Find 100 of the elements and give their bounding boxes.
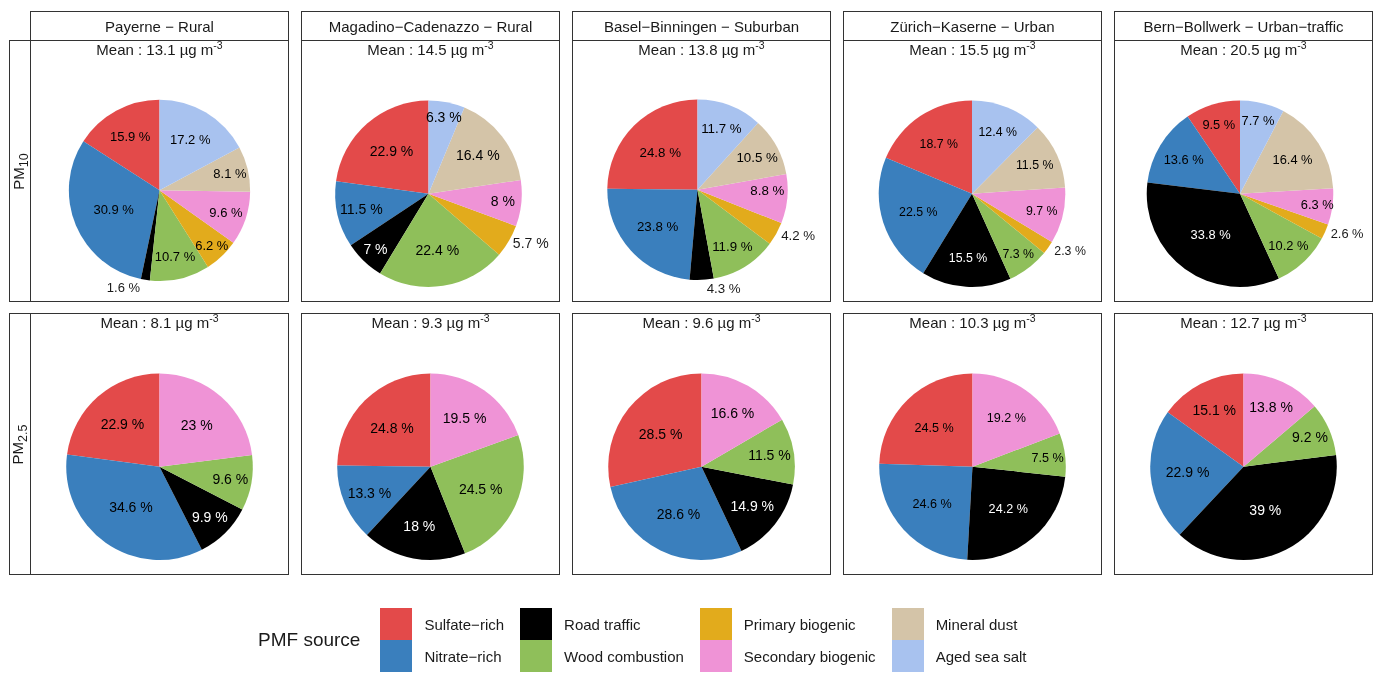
data-label: 13.8 % xyxy=(1249,399,1293,416)
pie-slice xyxy=(967,466,1066,560)
data-label: 11.5 % xyxy=(1015,158,1054,173)
chart-title: Basel−Binningen − Suburban xyxy=(572,11,831,41)
chart-title: Payerne − Rural xyxy=(30,11,289,41)
pie-slice xyxy=(878,157,972,274)
data-label: 30.9 % xyxy=(93,202,135,218)
pie-slice xyxy=(1240,111,1334,194)
pie-slice xyxy=(67,373,160,467)
chart-title: Zürich−Kaserne − Urban xyxy=(843,11,1102,41)
data-label: 2.6 % xyxy=(1330,225,1364,241)
chart-subtitle: Mean : 12.7 µg m$^{-3}$ xyxy=(1180,312,1307,332)
legend-label: Sulfate−rich xyxy=(424,615,505,633)
data-label: 24.8 % xyxy=(639,144,682,160)
data-label: 15.9 % xyxy=(109,129,151,145)
data-label: 16.6 % xyxy=(710,404,755,421)
data-label: 8.8 % xyxy=(750,182,785,198)
data-label: 10.2 % xyxy=(1268,238,1309,254)
pie-slice xyxy=(430,373,519,467)
data-label: 24.6 % xyxy=(912,497,952,512)
data-label: 22.9 % xyxy=(100,416,145,433)
data-label: 19.2 % xyxy=(986,411,1026,426)
legend-label: Road traffic xyxy=(564,615,641,633)
pie-slice xyxy=(1240,193,1322,279)
data-label: 24.2 % xyxy=(988,502,1028,517)
pie-slice xyxy=(159,147,251,192)
data-label: 9.9 % xyxy=(191,509,228,526)
data-label: 7 % xyxy=(363,240,388,257)
pie-slice xyxy=(972,127,1066,194)
data-label: 4.3 % xyxy=(706,280,741,296)
pie-slice xyxy=(607,188,698,280)
legend-label: Nitrate−rich xyxy=(424,647,502,665)
chart-subtitle: Mean : 13.1 µg m$^{-3}$ xyxy=(96,39,223,59)
data-label: 28.5 % xyxy=(638,425,683,442)
data-label: 11.5 % xyxy=(748,447,791,464)
data-label: 9.5 % xyxy=(1202,117,1236,133)
data-label: 7.3 % xyxy=(1002,247,1035,262)
data-label: 24.5 % xyxy=(458,481,503,498)
data-label: 9.6 % xyxy=(212,471,249,488)
pie-slice xyxy=(701,466,794,552)
pie-slice xyxy=(972,193,1045,279)
pie-slice xyxy=(885,100,972,194)
data-label: 23.8 % xyxy=(636,218,679,234)
data-label: 8 % xyxy=(490,193,515,210)
data-label: 14.9 % xyxy=(730,498,775,515)
data-label: 13.3 % xyxy=(347,484,392,501)
pie-slice xyxy=(1243,373,1315,467)
pie-slice xyxy=(1167,373,1244,467)
data-label: 28.6 % xyxy=(656,505,701,522)
chart-subtitle: Mean : 10.3 µg m$^{-3}$ xyxy=(909,312,1036,332)
data-label: 15.1 % xyxy=(1192,401,1237,418)
data-label: 39 % xyxy=(1249,501,1282,518)
data-label: 16.4 % xyxy=(1272,152,1313,168)
pie-slice xyxy=(159,455,253,510)
data-label: 34.6 % xyxy=(109,499,153,516)
data-label: 17.2 % xyxy=(170,131,211,147)
legend-label: Primary biogenic xyxy=(743,615,856,633)
chart-subtitle: Mean : 20.5 µg m$^{-3}$ xyxy=(1180,39,1307,59)
data-label: 6.2 % xyxy=(195,238,229,254)
chart-title: Bern−Bollwerk − Urban−traffic xyxy=(1114,11,1373,41)
pie-slice xyxy=(428,107,521,194)
chart-subtitle: Mean : 9.3 µg m$^{-3}$ xyxy=(371,312,490,332)
data-label: 4.2 % xyxy=(781,228,816,244)
pie-slice xyxy=(972,433,1066,477)
pie-slice xyxy=(879,463,973,560)
pie-slice xyxy=(428,180,522,227)
legend-title: PMF source xyxy=(258,629,361,651)
pie-slice xyxy=(1147,116,1240,194)
pie-slice xyxy=(83,99,160,191)
data-label: 11.7 % xyxy=(701,120,742,136)
data-label: 22.5 % xyxy=(899,204,938,219)
chart-subtitle: Mean : 8.1 µg m$^{-3}$ xyxy=(100,312,219,332)
pie-slice xyxy=(1240,188,1334,225)
pie-slice xyxy=(337,373,431,467)
legend-label: Secondary biogenic xyxy=(743,647,876,665)
legend-label: Wood combustion xyxy=(564,647,684,665)
pie-slice xyxy=(159,190,251,243)
pie-slice xyxy=(972,100,1038,194)
data-label: 9.6 % xyxy=(209,204,243,220)
legend-label: Mineral dust xyxy=(935,615,1018,633)
data-label: 13.6 % xyxy=(1163,151,1204,167)
data-label: 18.7 % xyxy=(919,137,958,152)
data-label: 22.9 % xyxy=(369,143,414,160)
data-label: 19.5 % xyxy=(442,410,487,427)
data-label: 7.5 % xyxy=(1031,450,1064,465)
data-label: 9.2 % xyxy=(1292,429,1328,446)
data-label: 18 % xyxy=(403,518,436,535)
data-label: 33.8 % xyxy=(1190,226,1231,242)
data-label: 16.4 % xyxy=(456,147,500,164)
chart-subtitle: Mean : 15.5 µg m$^{-3}$ xyxy=(909,39,1036,59)
data-label: 11.5 % xyxy=(340,201,383,218)
data-label: 10.7 % xyxy=(154,249,196,265)
data-label: 5.7 % xyxy=(512,235,549,252)
data-label: 8.1 % xyxy=(213,165,247,181)
data-label: 12.4 % xyxy=(978,124,1017,139)
chart-subtitle: Mean : 14.5 µg m$^{-3}$ xyxy=(367,39,494,59)
pie-slice xyxy=(972,187,1066,242)
pie-slice xyxy=(689,189,714,280)
pie-slice xyxy=(879,373,973,467)
data-label: 22.9 % xyxy=(1165,464,1210,481)
